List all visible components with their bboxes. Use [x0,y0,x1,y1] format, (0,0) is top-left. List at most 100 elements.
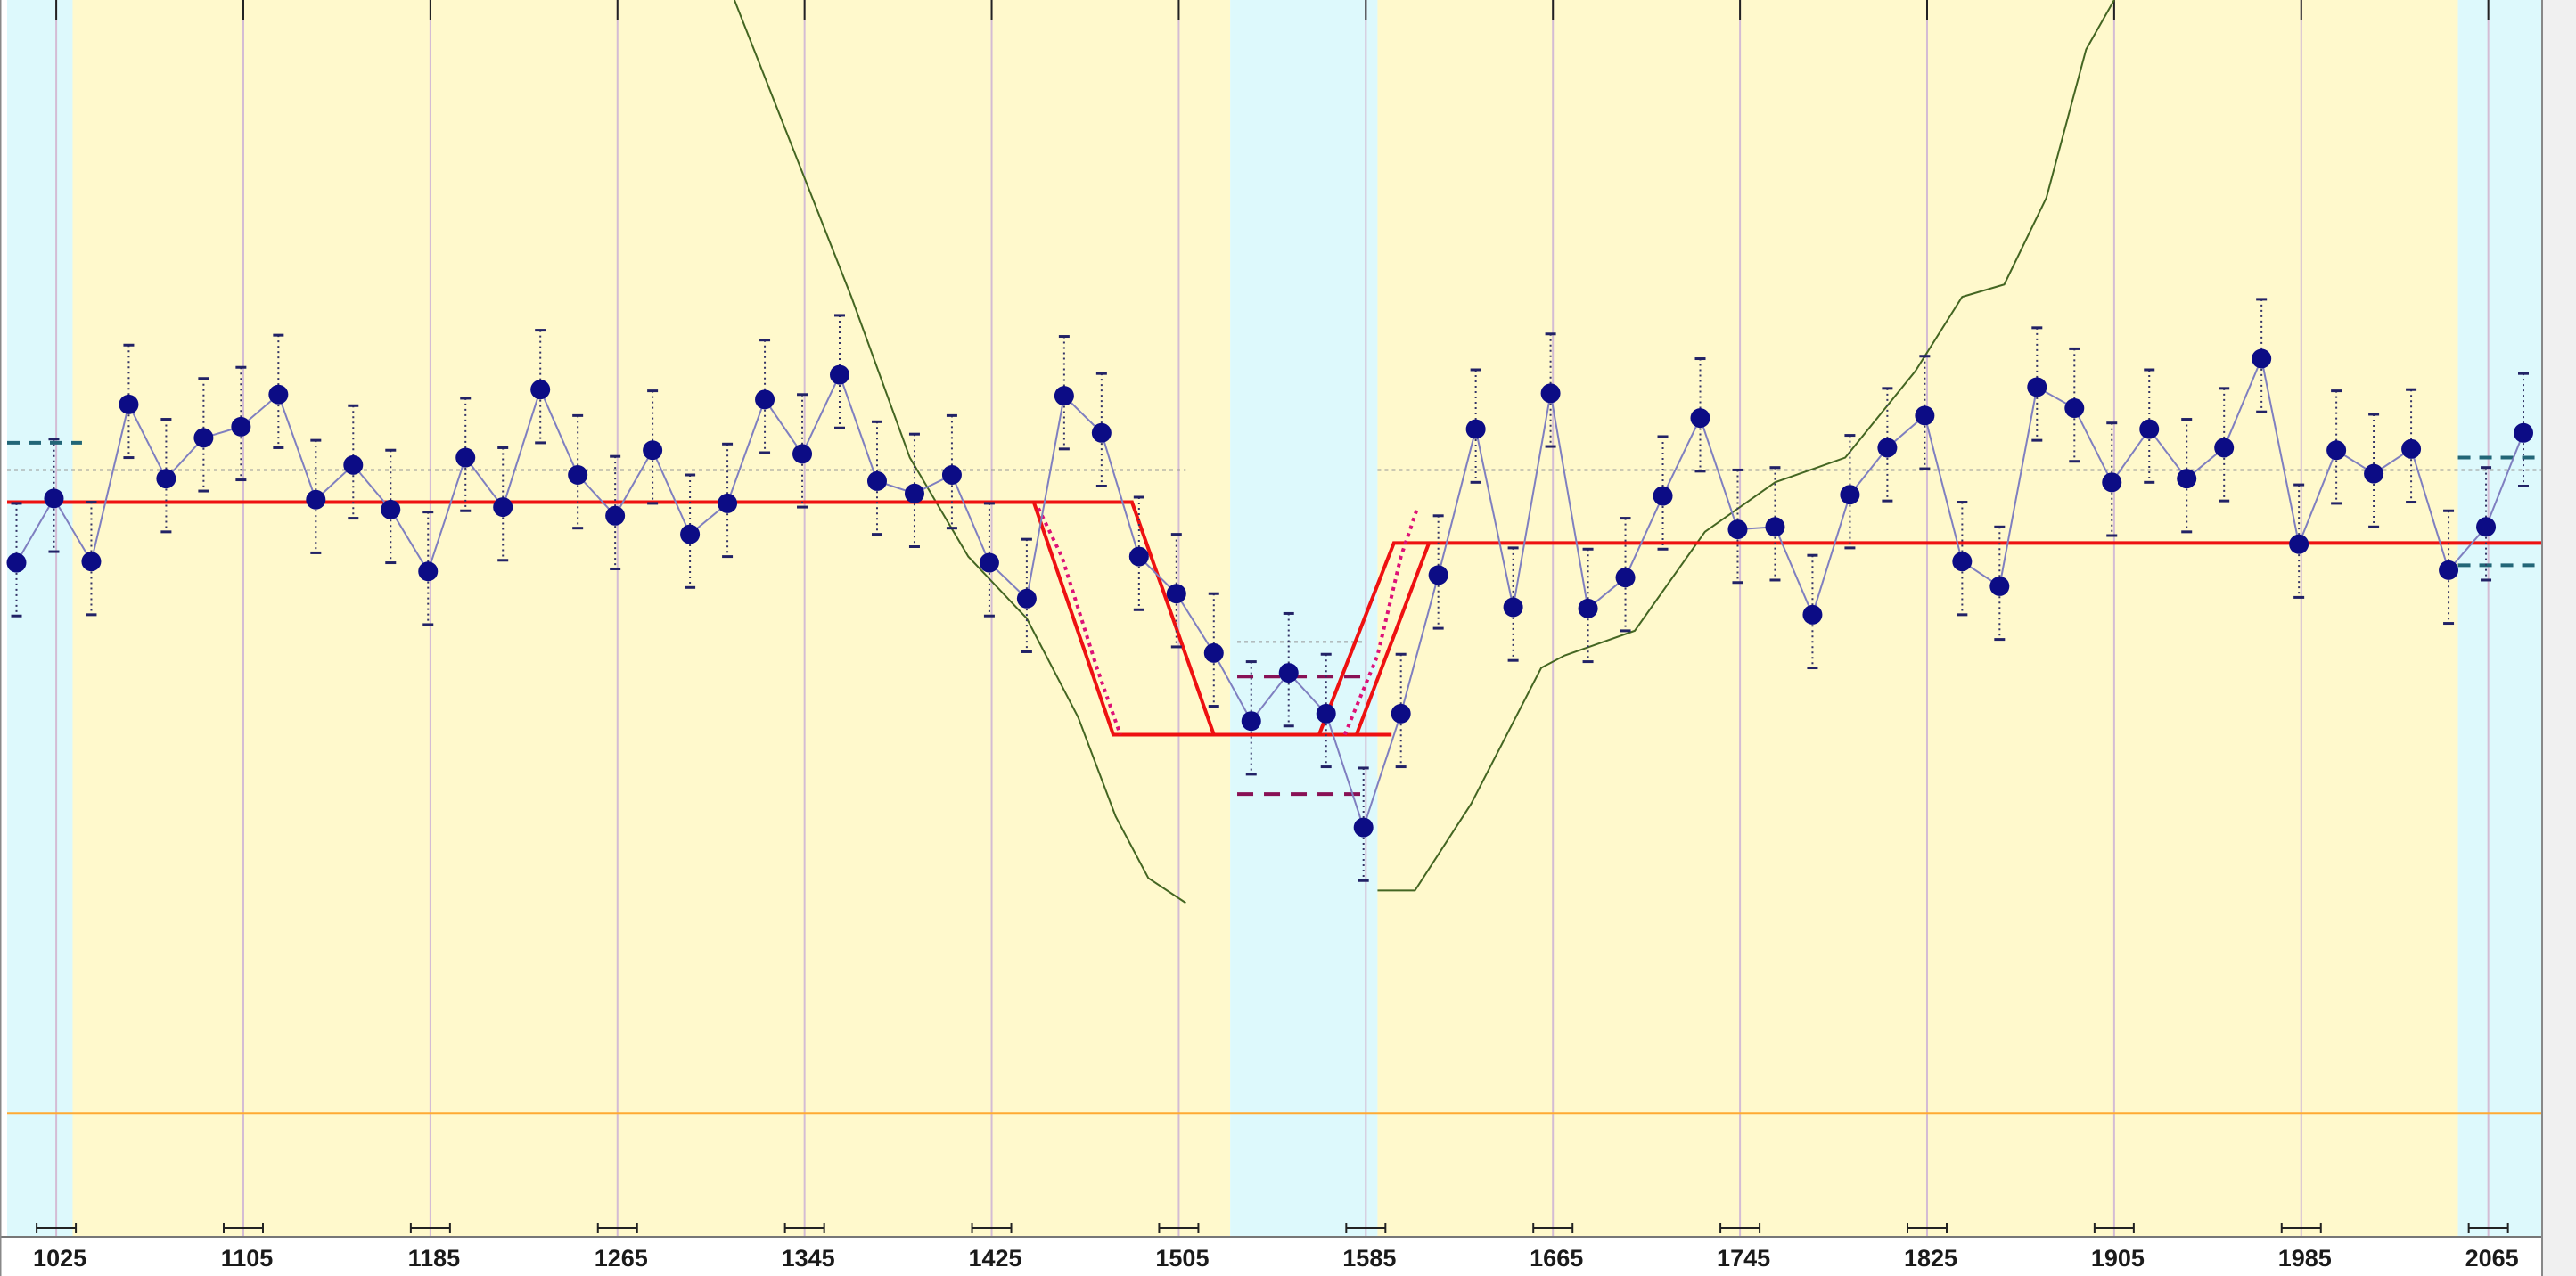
x-tick-label: 2065 [2465,1245,2519,1272]
data-point [1091,422,1112,443]
background-band-yellow [1377,0,2458,1237]
data-point [568,464,588,485]
data-point [866,470,887,491]
data-point [343,454,364,475]
data-point [1503,597,1523,618]
data-point [605,505,626,526]
smooth-curve-right [1377,0,2115,892]
data-point [1727,519,1748,540]
x-tick-label: 1665 [1530,1245,1583,1272]
data-point [2326,440,2347,461]
data-point [1952,552,1973,572]
data-point [119,394,139,414]
data-point [1465,419,1486,439]
data-point [1128,546,1149,567]
data-point [2439,560,2459,580]
data-point [2252,348,2272,369]
data-point [418,561,439,582]
x-tick-label: 1345 [782,1245,835,1272]
data-point [792,444,813,464]
data-point [643,440,663,461]
data-point [1802,604,1823,625]
data-point [306,489,326,510]
data-point [2401,438,2422,459]
data-point [1989,576,2010,596]
background-band-yellow [72,0,1231,1237]
x-tick-label: 1585 [1342,1245,1396,1272]
x-tick-label: 1985 [2278,1245,2332,1272]
background-band-cyan [2457,0,2542,1237]
data-points [6,348,2534,838]
connector-line-layer [15,356,2524,830]
data-point [530,380,551,400]
data-point [455,447,476,468]
model-lower-edge-right [1269,542,1432,737]
data-point [2027,377,2047,397]
smooth-curve-left [734,0,1186,904]
data-point [1690,408,1710,429]
data-point [1241,711,1261,732]
background-band-cyan [1230,0,1378,1237]
data-point [2214,438,2235,458]
data-point [1653,486,1673,506]
data-point [231,416,251,437]
background-band-cyan [7,0,73,1237]
observation-connector [15,356,2524,830]
error-bars [11,298,2530,882]
data-point [2364,463,2384,484]
data-point [1540,383,1561,404]
reference-levels [7,440,2542,1115]
data-point [755,389,775,410]
x-tick-label: 1425 [969,1245,1022,1272]
data-point [680,524,701,544]
data-point [1353,817,1374,838]
data-point [1203,642,1224,663]
data-point [1615,568,1636,588]
data-point [381,499,401,519]
data-point [81,552,102,572]
model-dotted-left [1037,507,1122,736]
x-tick-label: 1745 [1717,1245,1770,1272]
data-point [1915,405,1935,426]
data-point [1391,703,1411,724]
x-tick-label: 1185 [408,1245,461,1272]
model-lower-edge-left [1031,501,1238,737]
data-point [718,493,738,513]
data-point [268,384,289,405]
data-point [1016,588,1037,609]
data-point [1840,485,1860,505]
x-tick-label: 1025 [33,1245,86,1272]
smooth-curve-layer [734,0,2115,904]
data-point [979,552,999,573]
data-point [2102,472,2122,493]
data-point [2289,534,2309,554]
model-step-up [1317,541,2542,736]
x-tick-label: 1905 [2091,1245,2145,1272]
x-tick-label: 1105 [221,1245,274,1272]
vertical-gridlines [55,0,2490,1237]
data-point [2476,517,2497,537]
data-point [941,464,962,485]
data-point [1054,386,1074,406]
data-point [2177,469,2197,489]
data-point [1428,565,1448,585]
data-point [156,469,176,489]
data-point [493,497,513,518]
data-point [6,552,27,573]
background-bands [7,0,2542,1237]
data-point [44,488,64,509]
data-point [1765,517,1785,537]
data-point [904,483,924,503]
model-fit-layer [7,500,2542,737]
data-point [1578,598,1598,618]
x-tick-label: 1505 [1155,1245,1209,1272]
data-point [193,428,214,448]
data-point [830,364,850,385]
x-tick-label: 1825 [1904,1245,1957,1272]
right-margin [2542,0,2576,1276]
data-point [1278,663,1299,683]
data-point [2064,398,2085,419]
